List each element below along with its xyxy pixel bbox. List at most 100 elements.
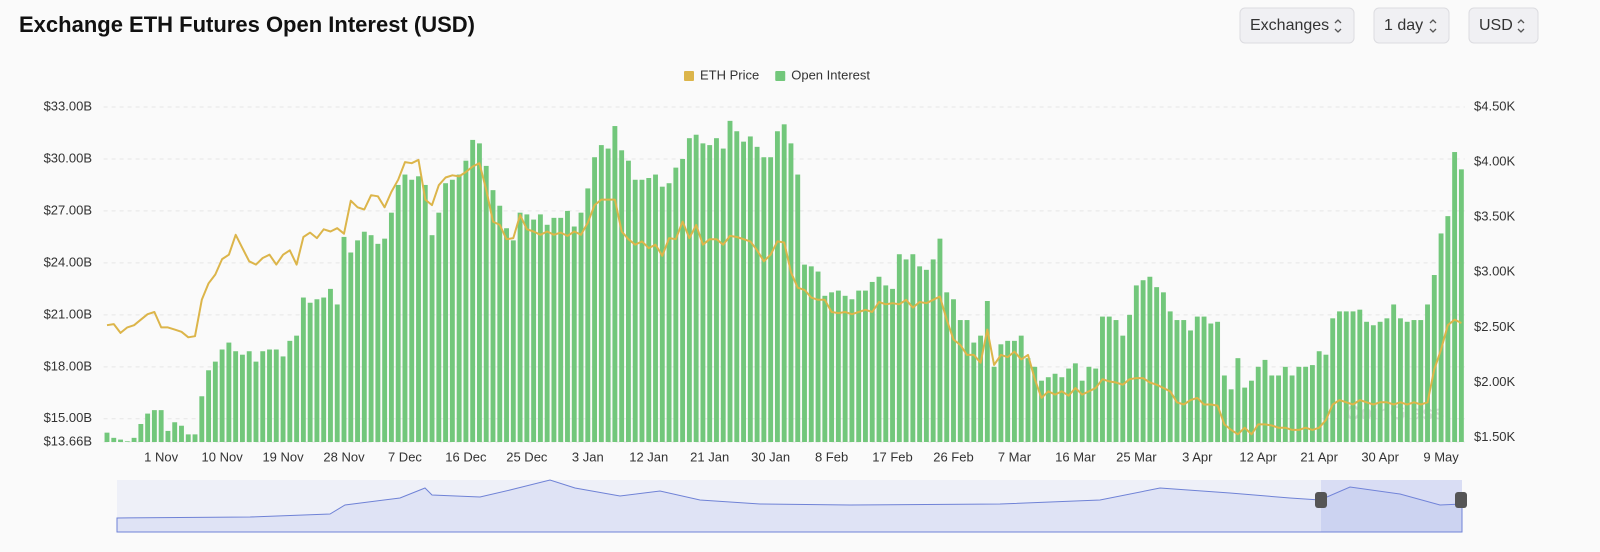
bar xyxy=(598,145,604,442)
bar xyxy=(165,430,171,442)
x-tick-label: 9 May xyxy=(1423,449,1459,464)
bar xyxy=(1316,351,1322,442)
x-tick-label: 8 Feb xyxy=(815,449,848,464)
bar xyxy=(951,299,956,442)
bar xyxy=(1052,373,1058,442)
bar xyxy=(1167,311,1173,442)
x-tick-label: 12 Apr xyxy=(1239,449,1277,464)
bar xyxy=(585,188,591,442)
bar xyxy=(104,432,110,442)
dropdown-label[interactable]: USD xyxy=(1479,17,1513,34)
bar xyxy=(436,212,442,442)
bar xyxy=(693,134,699,442)
dropdown-box[interactable] xyxy=(1373,7,1450,44)
dropdown[interactable]: Exchanges xyxy=(1239,7,1355,44)
x-tick-label: 3 Jan xyxy=(572,449,604,464)
bar xyxy=(707,145,713,442)
bar xyxy=(416,176,421,443)
bar xyxy=(1343,311,1349,442)
bar xyxy=(1438,233,1444,442)
x-tick-label: 30 Jan xyxy=(751,449,790,464)
y-tick-label: $33.00B xyxy=(44,98,92,113)
legend-swatch xyxy=(684,71,694,81)
bar xyxy=(754,146,760,442)
bar xyxy=(849,299,855,442)
bar xyxy=(1370,325,1376,442)
x-tick-label: 25 Dec xyxy=(506,449,548,464)
bar xyxy=(802,264,807,442)
bar xyxy=(829,292,835,442)
bar xyxy=(768,157,774,443)
bar xyxy=(646,178,652,442)
price-line xyxy=(106,158,1462,436)
x-tick-label: 28 Nov xyxy=(323,449,365,464)
bar xyxy=(226,342,232,442)
bar xyxy=(151,410,157,442)
navigator-area xyxy=(116,479,1463,533)
y-tick-label: $30.00B xyxy=(44,150,92,165)
bar xyxy=(1174,320,1180,442)
bar xyxy=(1364,321,1370,442)
bar xyxy=(1072,363,1078,442)
bar xyxy=(1221,375,1227,442)
bar xyxy=(896,254,902,442)
bar xyxy=(741,141,746,442)
bar xyxy=(619,150,625,443)
bar xyxy=(1039,380,1044,442)
bar xyxy=(1255,366,1261,442)
bar xyxy=(984,301,990,442)
bar xyxy=(822,295,828,442)
y-tick-label: $24.00B xyxy=(44,254,92,269)
bar xyxy=(605,148,611,442)
dropdown-label[interactable]: Exchanges xyxy=(1250,17,1329,34)
bar xyxy=(172,422,178,442)
x-tick-label: 7 Mar xyxy=(998,449,1032,464)
chart-title: Exchange ETH Futures Open Interest (USD) xyxy=(19,12,475,37)
bar xyxy=(1140,280,1146,442)
bar xyxy=(328,288,333,442)
bar xyxy=(747,136,753,442)
dropdown[interactable]: USD xyxy=(1468,7,1539,44)
bar xyxy=(659,186,665,442)
bar xyxy=(551,217,557,442)
bar xyxy=(443,183,449,443)
x-tick-label: 26 Feb xyxy=(933,449,973,464)
bar xyxy=(1458,169,1464,443)
bar xyxy=(957,320,963,442)
bar xyxy=(321,297,327,442)
bar xyxy=(1106,316,1112,442)
navigator-handle[interactable] xyxy=(1315,492,1327,508)
bar xyxy=(1133,285,1139,442)
x-tick-label: 16 Dec xyxy=(445,449,487,464)
y2-tick-label: $4.00K xyxy=(1474,154,1516,169)
dropdown-box[interactable] xyxy=(1468,7,1539,44)
dropdown[interactable]: 1 day xyxy=(1373,7,1450,44)
bar xyxy=(876,276,882,442)
bar xyxy=(653,174,658,442)
bar xyxy=(1018,335,1024,442)
bar xyxy=(1296,366,1302,442)
dropdown-box[interactable] xyxy=(1239,7,1355,44)
bar xyxy=(1425,304,1430,442)
legend-swatch xyxy=(775,71,786,81)
bar xyxy=(477,143,482,443)
bar xyxy=(1215,321,1221,442)
bar xyxy=(1350,311,1356,442)
dropdown-label[interactable]: 1 day xyxy=(1384,17,1423,34)
bar xyxy=(1093,368,1099,442)
bar xyxy=(246,351,252,442)
navigator-selection[interactable] xyxy=(1321,480,1462,532)
bar xyxy=(923,269,929,442)
bar xyxy=(795,174,801,442)
y2-tick-label: $2.00K xyxy=(1474,374,1516,389)
navigator[interactable] xyxy=(116,479,1467,533)
bar xyxy=(903,259,909,442)
bar xyxy=(267,349,272,442)
navigator-handle[interactable] xyxy=(1455,492,1467,508)
bar xyxy=(964,320,970,442)
x-tick-label: 21 Jan xyxy=(690,449,729,464)
bar xyxy=(1032,366,1038,442)
bar xyxy=(1120,335,1126,442)
bar xyxy=(422,184,428,442)
